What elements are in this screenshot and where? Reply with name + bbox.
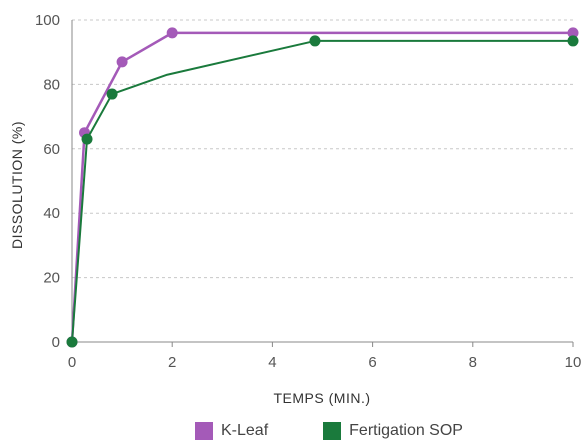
x-tick-label-10: 10 — [565, 354, 582, 371]
y-tick-label-100: 100 — [35, 12, 60, 29]
x-tick-labels: 0 2 4 6 8 10 — [68, 354, 582, 371]
series-line-fertigation-sop — [71, 39, 573, 343]
y-tick-labels: 0 20 40 60 80 100 — [35, 12, 60, 351]
x-tick-label-0: 0 — [68, 354, 76, 371]
legend-label-k-leaf: K-Leaf — [221, 422, 269, 439]
y-tick-label-60: 60 — [43, 141, 60, 158]
axes — [71, 20, 574, 347]
legend-item-k-leaf: K-Leaf — [195, 422, 268, 440]
dissolution-chart: 0 20 40 60 80 100 0 2 4 6 8 10 DISSOLUTION (%) TEM… — [9, 12, 582, 406]
data-point-k-leaf-4 — [567, 27, 579, 39]
series-line-k-leaf — [70, 31, 573, 343]
legend-swatch-k-leaf — [195, 422, 213, 440]
y-tick-label-40: 40 — [43, 205, 60, 222]
data-point-k-leaf-2 — [116, 56, 128, 68]
data-point-k-leaf-3 — [166, 27, 178, 39]
x-tick-label-8: 8 — [469, 354, 477, 371]
y-tick-label-0: 0 — [52, 334, 60, 351]
legend-label-fertigation-sop: Fertigation SOP — [349, 422, 463, 439]
data-point-fertigation-sop-0 — [66, 336, 78, 348]
data-point-fertigation-sop-4 — [309, 35, 321, 47]
data-point-fertigation-sop-1 — [81, 133, 93, 145]
data-point-fertigation-sop-2 — [106, 88, 118, 100]
y-tick-label-20: 20 — [43, 270, 60, 287]
y-tick-label-80: 80 — [43, 76, 60, 93]
x-tick-label-2: 2 — [168, 354, 176, 371]
y-axis-title: DISSOLUTION (%) — [9, 121, 25, 249]
legend: K-Leaf Fertigation SOP — [195, 421, 518, 441]
gridlines — [72, 19, 573, 279]
legend-swatch-fertigation-sop — [323, 422, 342, 440]
legend-item-fertigation-sop: Fertigation SOP — [323, 422, 463, 440]
data-point-fertigation-sop-5 — [567, 35, 579, 47]
series-group — [66, 27, 579, 348]
x-tick-label-4: 4 — [268, 354, 276, 371]
x-tick-label-6: 6 — [368, 354, 376, 371]
x-axis-title: TEMPS (MIN.) — [274, 390, 371, 406]
